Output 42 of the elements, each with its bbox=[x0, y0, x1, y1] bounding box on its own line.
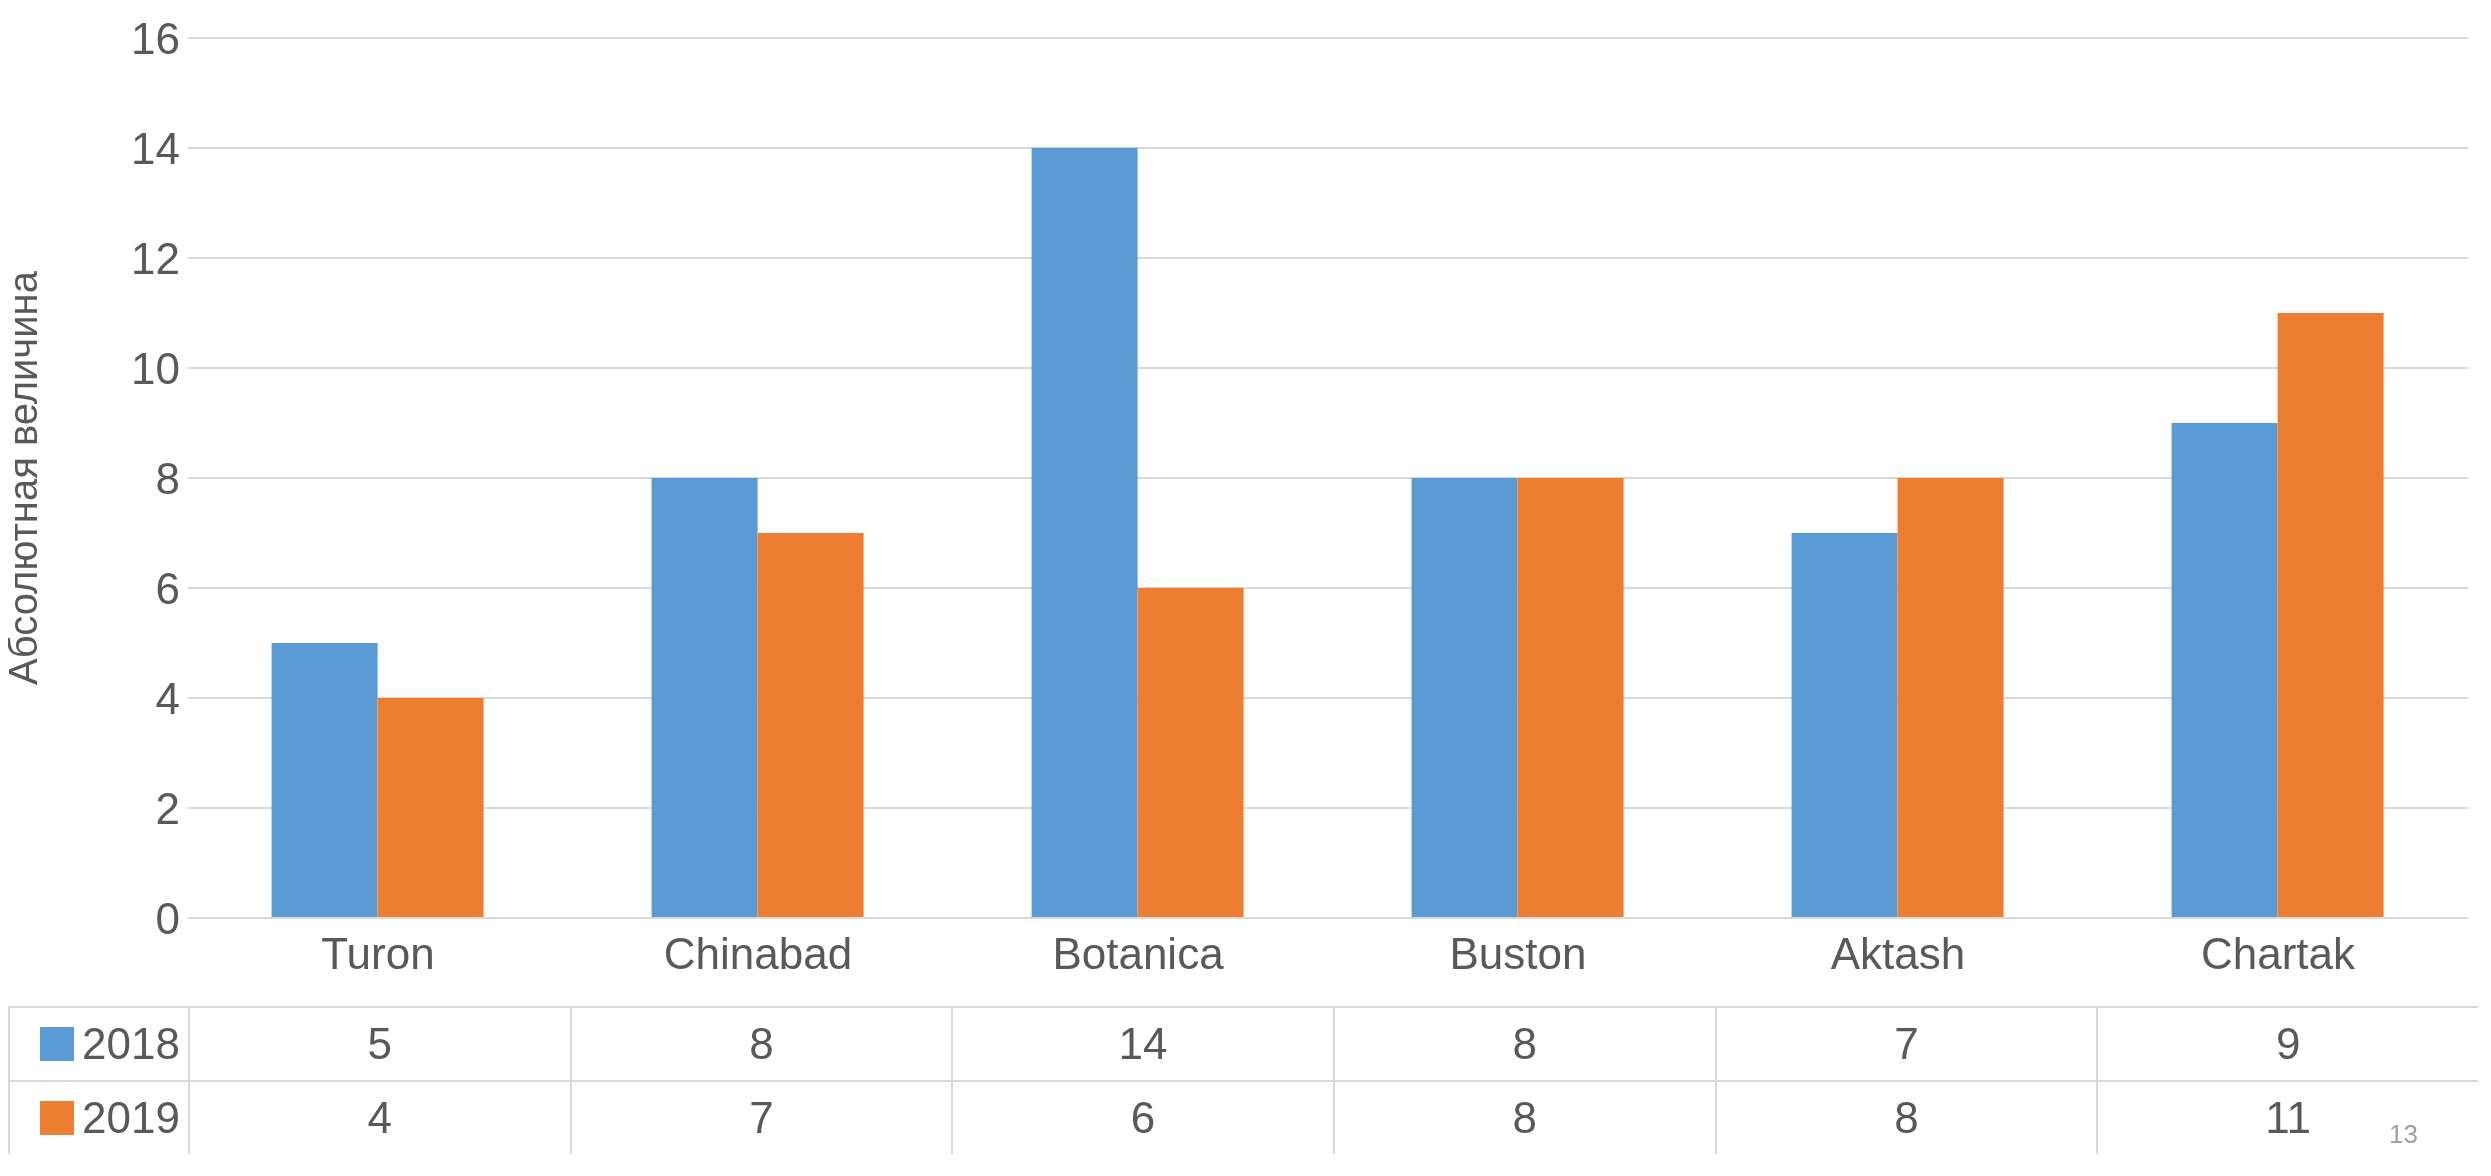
y-tick-label: 0 bbox=[155, 893, 180, 943]
x-tick-label: Botanica bbox=[1052, 929, 1225, 979]
bar bbox=[1137, 588, 1244, 918]
data-label: 9 bbox=[2096, 1008, 2478, 1080]
y-tick-label: 12 bbox=[131, 233, 180, 283]
bar bbox=[2171, 423, 2278, 918]
data-label: 8 bbox=[1714, 1082, 2097, 1154]
x-tick-label: Chartak bbox=[2200, 929, 2357, 979]
legend-label: 2018 bbox=[81, 1019, 180, 1069]
data-label: 8 bbox=[569, 1008, 952, 1080]
x-tick-label: Aktash bbox=[1830, 929, 1966, 979]
y-tick-label: 4 bbox=[155, 673, 180, 723]
data-label: 8 bbox=[1332, 1008, 1715, 1080]
y-tick-label: 16 bbox=[131, 13, 180, 63]
x-tick-label: Chinabad bbox=[663, 929, 853, 979]
data-label: 11 bbox=[2265, 1093, 2311, 1142]
bar bbox=[1411, 478, 1518, 918]
x-tick-label: Buston bbox=[1449, 929, 1587, 979]
bar bbox=[651, 478, 758, 918]
y-tick-label: 8 bbox=[155, 453, 180, 503]
bar bbox=[377, 698, 484, 918]
bar bbox=[757, 533, 864, 918]
data-label: 6 bbox=[951, 1082, 1333, 1154]
y-tick-label: 2 bbox=[155, 783, 180, 833]
bar bbox=[2277, 313, 2384, 918]
data-label: 14 bbox=[951, 1008, 1333, 1080]
bar bbox=[1791, 533, 1898, 918]
x-tick-label: Turon bbox=[321, 929, 435, 979]
data-label: 5 bbox=[187, 1008, 570, 1080]
legend-label: 2019 bbox=[81, 1093, 180, 1143]
data-label: 7 bbox=[1714, 1008, 2097, 1080]
bar bbox=[1031, 148, 1138, 918]
y-tick-label: 14 bbox=[131, 123, 180, 173]
data-label: 8 bbox=[1332, 1082, 1715, 1154]
y-tick-label: 10 bbox=[131, 343, 180, 393]
data-label: 7 bbox=[569, 1082, 952, 1154]
bar bbox=[1897, 478, 2004, 918]
y-tick-label: 6 bbox=[155, 563, 180, 613]
text: 13 bbox=[2389, 1119, 2418, 1150]
y-axis-title: Абсолютная величина bbox=[1, 270, 46, 685]
bar bbox=[271, 643, 378, 918]
bar bbox=[1517, 478, 1624, 918]
